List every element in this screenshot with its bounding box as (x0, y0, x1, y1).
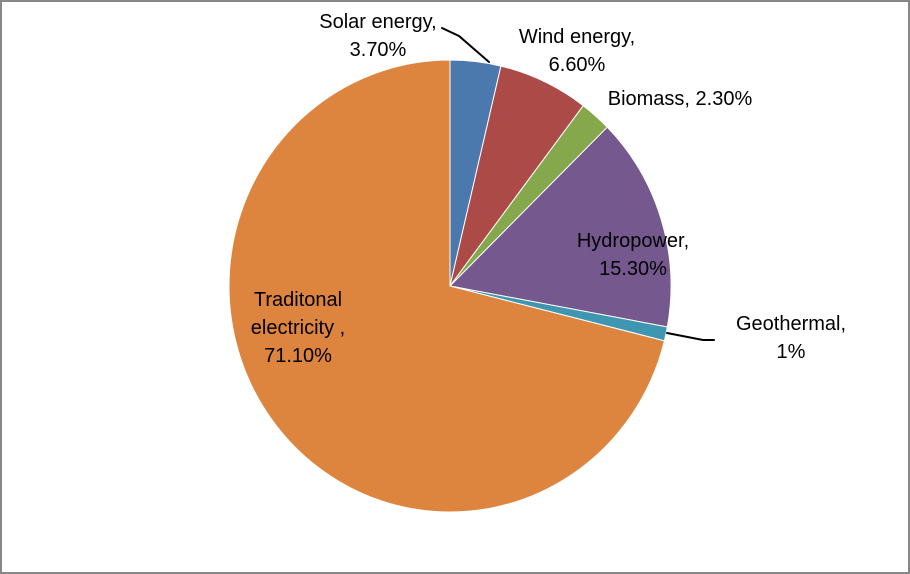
slice-label-traditonal-electricity: Traditonal electricity , 71.10% (250, 289, 346, 367)
slice-label-biomass: Biomass, 2.30% (607, 88, 753, 110)
slice-label-geothermal: Geothermal, 1% (735, 313, 847, 363)
pie-slices (228, 59, 672, 513)
leader-line-geothermal (666, 332, 715, 341)
slice-label-wind-energy: Wind energy, 6.60% (518, 26, 636, 76)
slice-label-hydropower: Hydropower, 15.30% (576, 230, 690, 280)
slice-label-solar-energy: Solar energy, 3.70% (319, 11, 437, 61)
leader-line-solar-energy (441, 27, 490, 63)
pie-slice-hydropower (448, 126, 672, 328)
pie-slice-traditonal-electricity (228, 59, 666, 513)
